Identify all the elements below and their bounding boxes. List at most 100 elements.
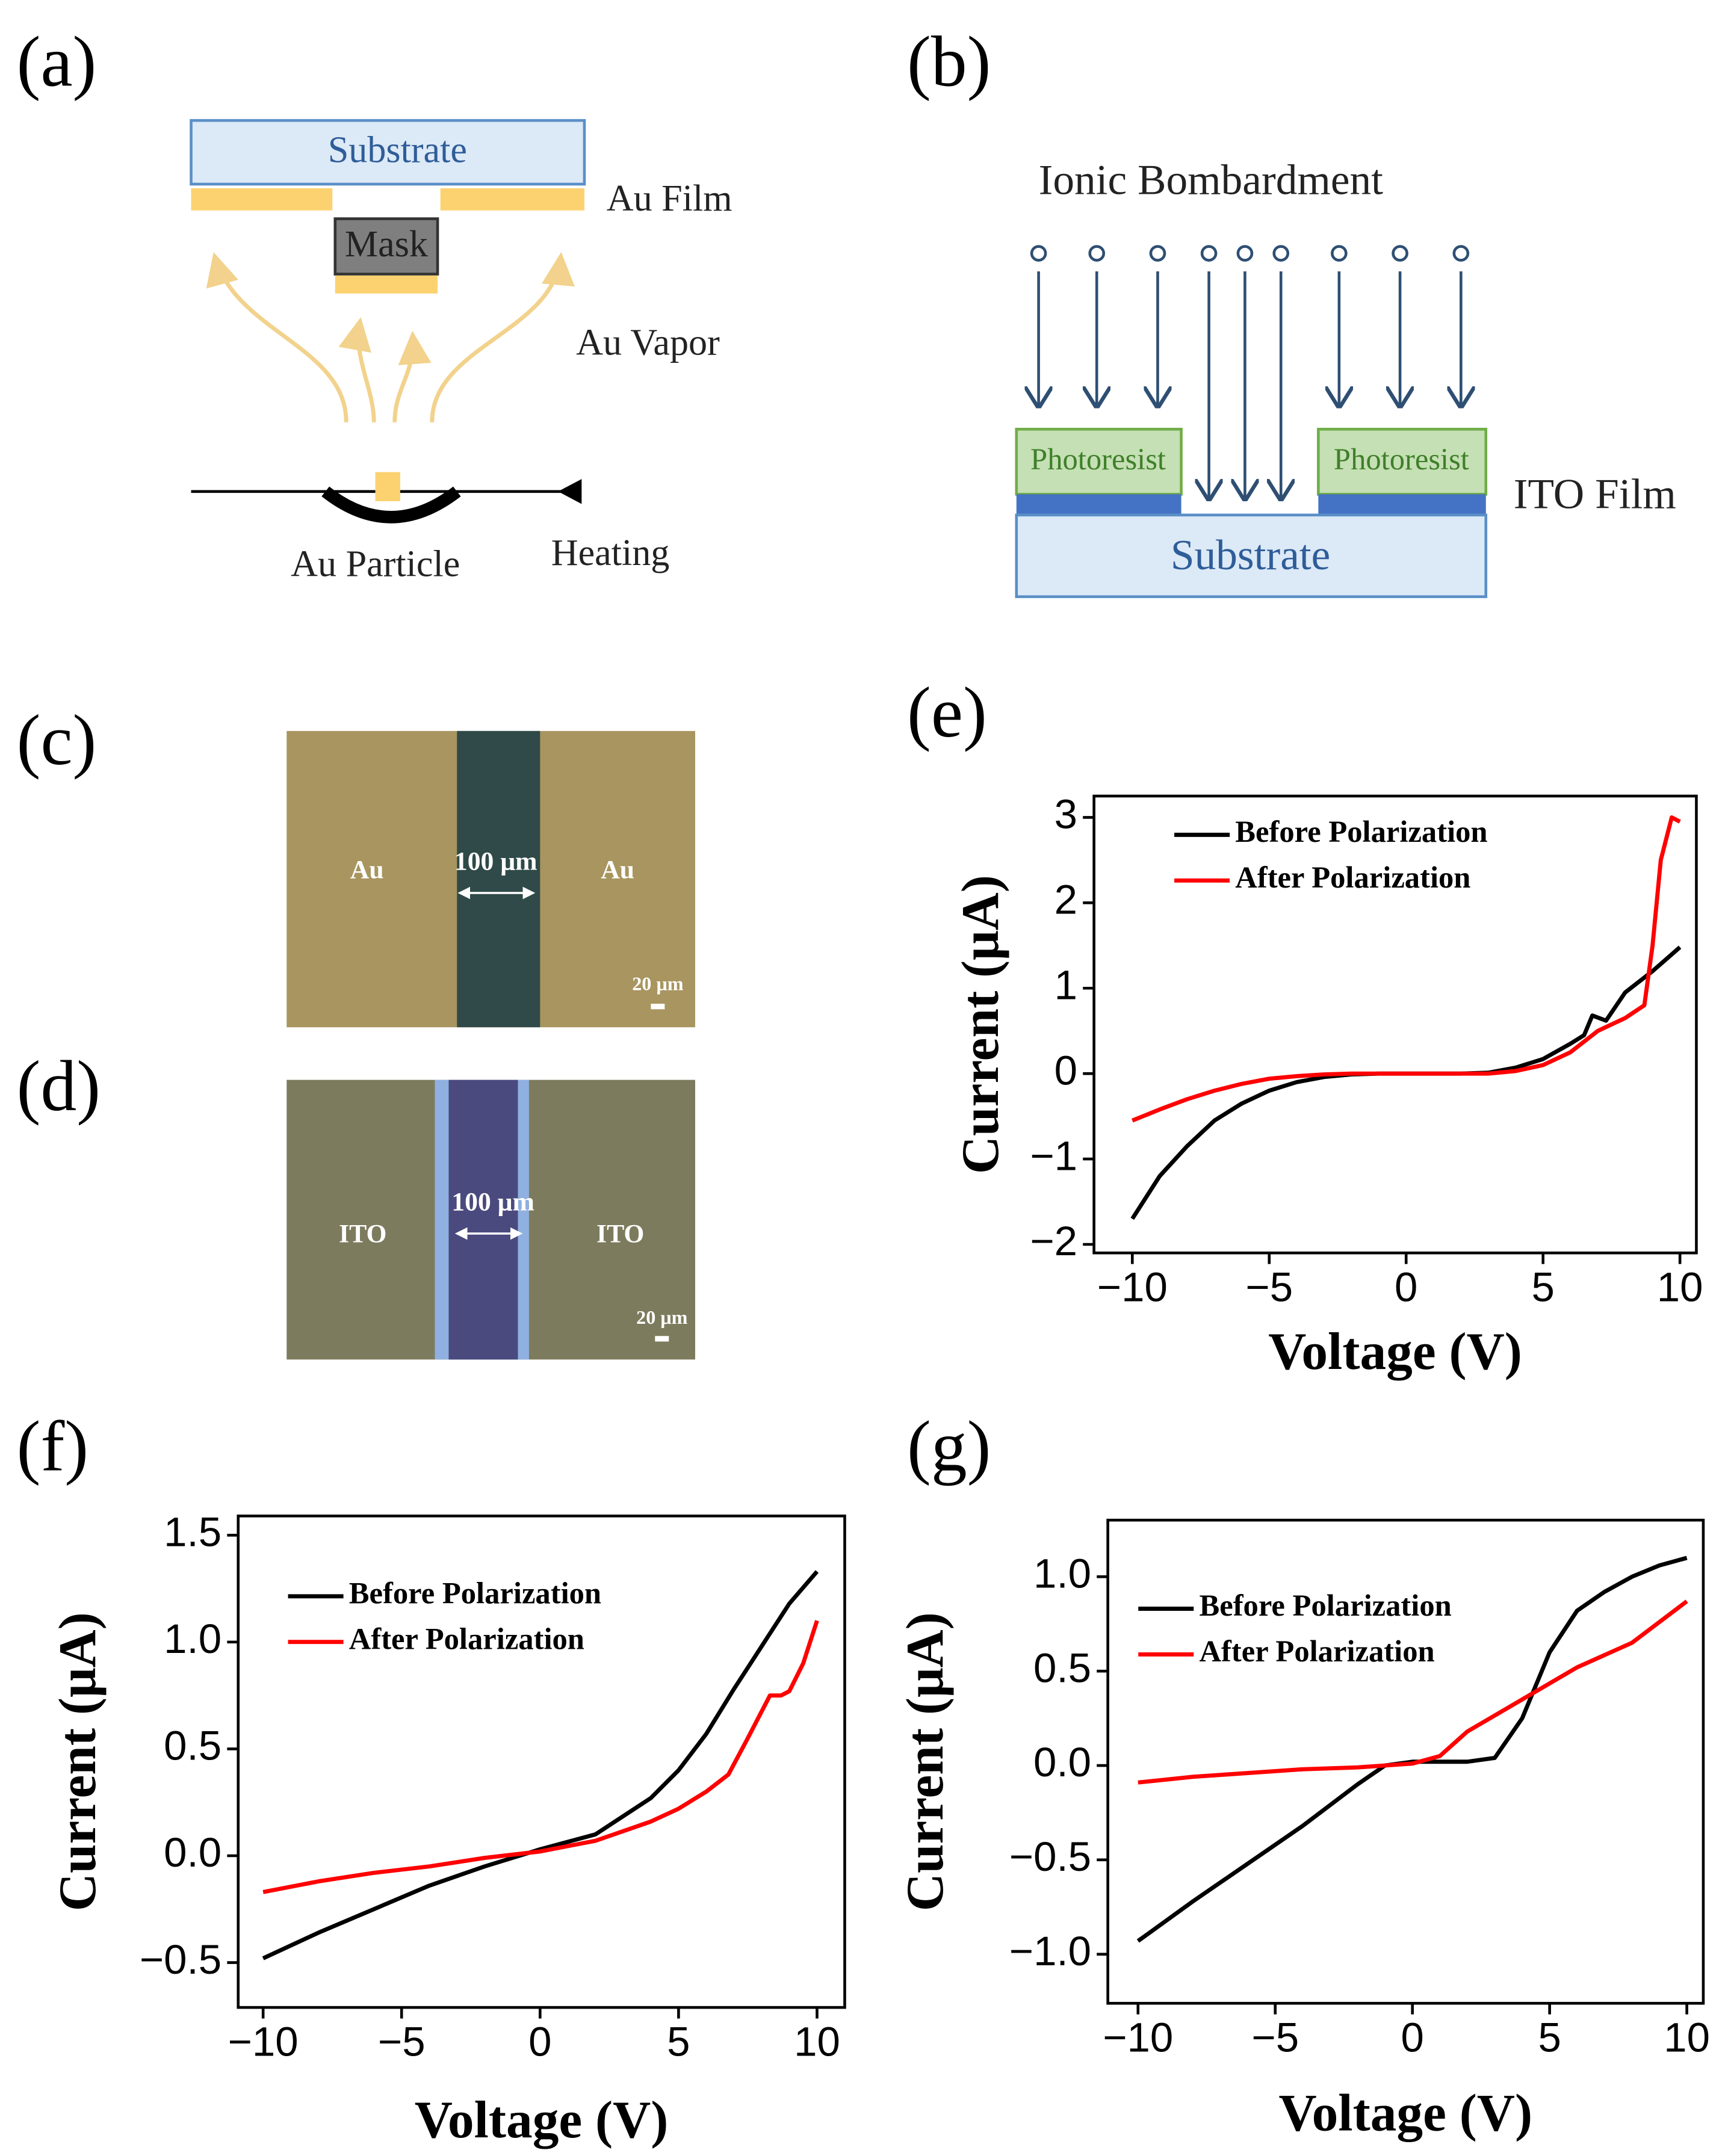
x-tick-label: −10 (1097, 1264, 1168, 1311)
au-vapor-label: Au Vapor (576, 322, 720, 363)
region-label: ITO (596, 1220, 644, 1249)
panel-label: (a) (17, 21, 97, 101)
panel-label: (d) (17, 1046, 101, 1126)
width-label: 100 μm (451, 1188, 534, 1217)
scale-bar (655, 1336, 669, 1342)
x-tick-label: 0 (528, 2018, 551, 2065)
data-line (1132, 815, 1681, 1123)
y-tick-label: 2 (1054, 877, 1077, 923)
panel-label: (g) (907, 1406, 991, 1486)
panel-label: (b) (907, 21, 991, 101)
panel-b: (b) Ionic Bombardment Photoresist Photor… (907, 21, 1676, 598)
y-tick-label: 1.5 (164, 1509, 221, 1555)
gap-channel (457, 731, 540, 1028)
x-tick-label: −5 (378, 2018, 426, 2065)
vapor-arrows (206, 252, 575, 422)
panel-c: (c) Au Au 100 μm 20 μm (17, 700, 696, 1028)
gap-channel (448, 1080, 518, 1360)
x-tick-label: 10 (794, 2018, 840, 2065)
substrate-label: Substrate (328, 130, 467, 171)
substrate (1015, 513, 1488, 598)
width-label: 100 μm (454, 847, 537, 876)
x-tick-label: 10 (1657, 1264, 1703, 1311)
scale-label: 20 μm (636, 1306, 688, 1328)
heating-label: Heating (551, 533, 670, 573)
y-tick-label: 0 (1054, 1047, 1077, 1093)
panel-d: (d) ITO ITO 100 μm 20 μm (17, 1046, 696, 1360)
au-film (191, 188, 333, 211)
data-line (1130, 945, 1682, 1220)
plot-frame (1092, 794, 1698, 1255)
panel-label: (c) (17, 700, 97, 780)
photoresist (1015, 427, 1183, 496)
legend-label: After Polarization (1199, 1634, 1434, 1668)
x-tick-label: −10 (1103, 2015, 1173, 2061)
region-label: Au (350, 856, 384, 885)
y-tick-label: 3 (1054, 791, 1077, 838)
region-label: ITO (339, 1220, 386, 1249)
y-axis-label: Current (μA) (48, 1612, 107, 1911)
au-particle (375, 472, 400, 501)
title: Ionic Bombardment (1039, 156, 1384, 203)
x-axis-label: Voltage (V) (1268, 1322, 1522, 1380)
legend-label: Before Polarization (1199, 1589, 1451, 1622)
data-line (262, 1620, 819, 1894)
scale-bar (651, 1004, 665, 1010)
x-tick-label: 5 (667, 2018, 690, 2065)
data-line (1136, 1555, 1688, 1943)
au-film-label: Au Film (607, 178, 732, 219)
heating-arrow (558, 479, 582, 504)
x-tick-label: −10 (228, 2018, 299, 2065)
panel-label: (e) (907, 672, 987, 752)
boat (321, 486, 461, 524)
photoresist-label: Photoresist (1334, 442, 1469, 476)
mask-label: Mask (345, 224, 429, 265)
y-tick-label: −1.0 (1009, 1928, 1091, 1974)
x-tick-label: 5 (1538, 2015, 1561, 2061)
mask (333, 217, 439, 276)
photoresist (1317, 427, 1488, 496)
x-axis-label: Voltage (V) (415, 2090, 669, 2149)
x-tick-label: 10 (1664, 2015, 1710, 2061)
scale-label: 20 μm (632, 973, 684, 995)
panel-a: (a) Substrate Mask Au Film Au Vapor Au P… (17, 21, 732, 584)
x-tick-label: −5 (1251, 2015, 1299, 2061)
photoresist-label: Photoresist (1030, 442, 1166, 476)
legend-label: Before Polarization (1235, 815, 1487, 848)
panel-label: (f) (17, 1406, 89, 1486)
data-line (1138, 1599, 1688, 1785)
y-axis-label: Current (μA) (951, 875, 1009, 1174)
y-tick-label: −1 (1030, 1132, 1077, 1179)
ito-film (1318, 494, 1486, 515)
y-tick-label: −2 (1030, 1218, 1077, 1264)
substrate (190, 119, 586, 186)
legend-label: Before Polarization (349, 1576, 601, 1610)
y-tick-label: 0.0 (1033, 1739, 1091, 1785)
au-particle-label: Au Particle (291, 544, 460, 585)
y-tick-label: 1.0 (1033, 1551, 1091, 1597)
y-tick-label: 0.5 (1033, 1645, 1091, 1691)
data-line (262, 1570, 819, 1960)
x-tick-label: 0 (1395, 1264, 1417, 1311)
x-tick-label: 5 (1532, 1264, 1555, 1311)
y-tick-label: 1 (1054, 962, 1077, 1008)
substrate-label: Substrate (1171, 531, 1330, 579)
x-axis-label: Voltage (V) (1279, 2083, 1533, 2142)
au-film (335, 275, 438, 294)
chart: (g) −10 −5 0 5 10 −1.0 −0.5 0.0 0.5 1.0 Voltage (V)… (896, 1406, 1710, 2142)
ito-film (1016, 494, 1181, 515)
x-tick-label: −5 (1245, 1264, 1293, 1311)
plot-frame (1106, 1518, 1705, 2005)
x-tick-label: 0 (1401, 2015, 1424, 2061)
ito-film-label: ITO Film (1514, 471, 1676, 518)
y-tick-label: 0.0 (164, 1829, 221, 1876)
y-tick-label: −0.5 (140, 1936, 221, 1983)
chart: (f) −10 −5 0 5 10 −0.5 0.0 0.5 1.0 1.5 Voltage (V) C… (17, 1406, 846, 2149)
y-axis-label: Current (μA) (896, 1612, 954, 1911)
ion-beams (1032, 245, 1468, 499)
y-tick-label: −0.5 (1009, 1833, 1091, 1880)
au-film (440, 188, 584, 211)
